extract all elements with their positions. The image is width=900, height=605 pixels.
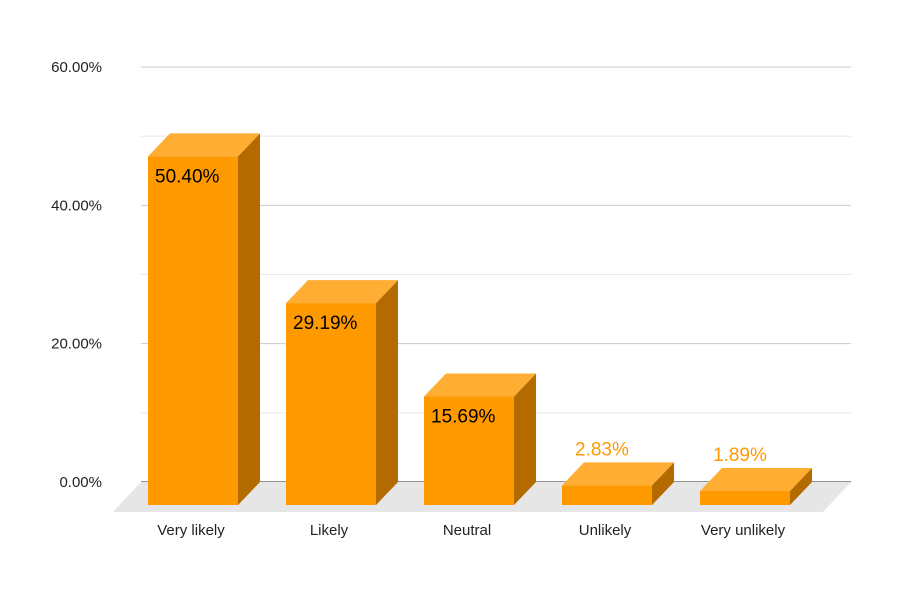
y-axis-ticks: 0.00% 20.00% 40.00% 60.00%	[51, 59, 102, 491]
y-tick-label: 0.00%	[59, 474, 102, 491]
bar-side	[238, 133, 260, 505]
bar-data-label: 2.83%	[575, 439, 629, 460]
bar-likely: 29.19%	[286, 280, 398, 505]
bar-side	[376, 280, 398, 505]
y-tick-label: 40.00%	[51, 197, 102, 214]
x-category-label: Unlikely	[579, 522, 632, 539]
bar-data-label: 15.69%	[431, 406, 496, 427]
bar-top	[424, 373, 536, 397]
bar-top	[562, 462, 674, 486]
bar-data-label: 1.89%	[713, 445, 767, 466]
x-category-label: Very unlikely	[701, 522, 786, 539]
bar-data-label: 50.40%	[155, 166, 220, 187]
bar-very-unlikely: 1.89%	[700, 445, 812, 505]
bar-front	[286, 303, 376, 505]
bar-side	[652, 462, 674, 505]
x-axis-categories: Very likely Likely Neutral Unlikely Very unl…	[157, 522, 785, 539]
x-category-label: Neutral	[443, 522, 491, 539]
bar-data-label: 29.19%	[293, 313, 358, 334]
x-category-label: Likely	[310, 522, 349, 539]
x-category-label: Very likely	[157, 522, 225, 539]
bar-very-likely: 50.40%	[148, 133, 260, 505]
bars: 50.40% 29.19% 15.69% 2.83% 1.89%	[148, 133, 812, 505]
bar-front	[148, 156, 238, 505]
bar-front	[424, 396, 514, 505]
bar-side	[790, 468, 812, 505]
bar-top	[148, 133, 260, 157]
bar-top	[286, 280, 398, 304]
bar-front	[562, 485, 652, 505]
y-tick-label: 60.00%	[51, 59, 102, 76]
bar-top	[700, 468, 812, 491]
bar-front	[700, 491, 790, 505]
bar-neutral: 15.69%	[424, 373, 536, 505]
y-tick-label: 20.00%	[51, 336, 102, 353]
bar-unlikely: 2.83%	[562, 439, 674, 505]
bar-side	[514, 373, 536, 505]
